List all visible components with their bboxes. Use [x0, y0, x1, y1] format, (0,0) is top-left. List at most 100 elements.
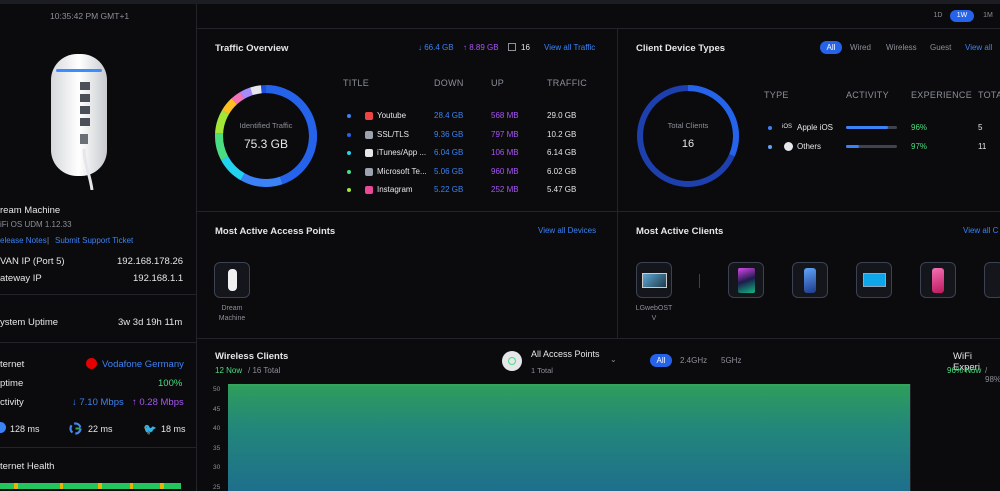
ap-selector-title[interactable]: All Access Points	[531, 349, 600, 359]
client-filter-all[interactable]: All	[820, 41, 842, 54]
gateway-value: 192.168.1.1	[133, 273, 184, 284]
clients-title: Client Device Types	[636, 43, 726, 54]
clients-donut-value: 16	[681, 138, 695, 150]
chevron-down-icon[interactable]: ⌄	[610, 355, 617, 364]
uptime2-value: 100%	[158, 378, 183, 389]
traffic-row-name[interactable]: Microsoft Te...	[377, 166, 427, 176]
traffic-header-down: DOWN	[434, 78, 464, 88]
client-card-iphone-pink[interactable]	[920, 262, 956, 298]
traffic-header-traffic: TRAFFIC	[547, 78, 588, 88]
band-filter-all[interactable]: All	[650, 354, 672, 367]
traffic-row-name[interactable]: Youtube	[377, 111, 407, 120]
client-row-experience: 96%	[911, 123, 928, 132]
ap-selector-sub: 1 Total	[531, 366, 553, 375]
y-tick-label: 50	[213, 386, 221, 393]
client-activity-fill	[846, 126, 888, 129]
client-filter-wireless[interactable]: Wireless	[886, 43, 917, 52]
access-point-card[interactable]	[214, 262, 250, 298]
others-icon	[784, 141, 793, 151]
release-notes-link[interactable]: elease Notes	[0, 236, 47, 245]
dream-machine-image	[50, 54, 108, 191]
traffic-row-name[interactable]: Instagram	[377, 185, 413, 194]
client-card-iphone-blue[interactable]	[792, 262, 828, 298]
range-option-1d[interactable]: 1D	[933, 12, 943, 19]
uptime-label: ystem Uptime	[0, 317, 59, 328]
traffic-title: Traffic Overview	[215, 43, 289, 54]
traffic-row-total: 5.47 GB	[547, 185, 577, 194]
y-tick-label: 30	[213, 464, 221, 471]
traffic-row-down: 5.22 GB	[434, 185, 464, 194]
client-activity-bar	[846, 126, 897, 129]
tv-icon	[642, 273, 667, 288]
device-firmware: iFi OS UDM 1.12.33	[0, 220, 72, 229]
client-activity-fill	[846, 144, 859, 148]
isp-value[interactable]: Vodafone Germany	[102, 359, 184, 370]
y-tick-label: 25	[213, 483, 221, 491]
app-icon	[365, 149, 373, 157]
client-row-name[interactable]: Others	[797, 141, 822, 151]
phone-icon	[804, 268, 816, 293]
ping3-value: 18 ms	[161, 424, 186, 434]
row-divider-1	[197, 211, 1000, 212]
phone-pink-icon	[932, 268, 944, 293]
timestamp: 10:35:42 PM GMT+1	[50, 11, 130, 21]
ping1-value: 128 ms	[10, 424, 40, 434]
range-option-1m[interactable]: 1M	[983, 12, 993, 19]
sidebar-divider-2	[0, 342, 196, 343]
traffic-row-name[interactable]: SSL/TLS	[377, 129, 410, 139]
traffic-donut-label: Identified Traffic	[239, 121, 293, 130]
view-all-devices-link[interactable]: View all Devices	[538, 226, 597, 235]
ios-icon: iOS	[782, 124, 793, 130]
client-card-partial[interactable]	[984, 262, 1000, 298]
client-row-name[interactable]: Apple iOS	[797, 123, 834, 132]
uptime2-label: ptime	[0, 378, 24, 389]
traffic-row-up: 797 MB	[491, 129, 519, 139]
band-filter-24ghz[interactable]: 2.4GHz	[680, 356, 708, 365]
y-tick-label: 40	[213, 425, 221, 432]
twitter-icon: 🐦	[143, 424, 157, 436]
traffic-header-title: TITLE	[343, 78, 370, 88]
range-option-1w[interactable]: 1W	[950, 10, 974, 22]
wireless-total: / 16 Total	[248, 366, 281, 375]
traffic-row-up: 568 MB	[491, 111, 519, 120]
traffic-row-down: 5.06 GB	[434, 166, 464, 176]
client-row-total: 11	[978, 141, 987, 151]
client-filter-guest[interactable]: Guest	[930, 43, 952, 52]
sidebar-divider-1	[0, 294, 196, 295]
clients-header-activity[interactable]: ACTIVITY	[846, 90, 889, 100]
y-tick-label: 35	[213, 444, 221, 452]
clients-header-experience: EXPERIENCE	[911, 90, 973, 100]
activity-label: ctivity	[0, 397, 24, 408]
view-all-active-clients-link[interactable]: View all C	[963, 226, 999, 235]
header-divider	[197, 28, 1000, 29]
wireless-now: 12 Now	[215, 366, 243, 375]
traffic-row-total: 6.02 GB	[547, 166, 577, 176]
traffic-row-name[interactable]: iTunes/App ...	[377, 148, 427, 157]
link-separator: |	[47, 236, 50, 245]
clients-donut-label: Total Clients	[667, 121, 709, 130]
client-card-ipad[interactable]	[728, 262, 764, 298]
access-points-title: Most Active Access Points	[215, 226, 336, 237]
gateway-label: ateway IP	[0, 273, 42, 284]
row-divider-2	[197, 338, 1000, 339]
traffic-row-dot	[347, 169, 351, 174]
clients-header-type: TYPE	[764, 90, 789, 100]
traffic-down-total: ↓ 66.4 GB	[418, 43, 454, 52]
access-point-selector-icon[interactable]	[502, 351, 522, 371]
wifi-experience-title: WiFi Experi	[953, 351, 980, 373]
google-icon	[69, 422, 82, 435]
client-filter-wired[interactable]: Wired	[850, 43, 871, 52]
sidebar-divider-3	[0, 447, 196, 448]
download-rate: ↓ 7.10 Mbps	[72, 397, 124, 408]
band-filter-5ghz[interactable]: 5GHz	[721, 356, 742, 365]
app-icon	[365, 186, 373, 194]
client-card-tv[interactable]	[636, 262, 672, 298]
view-all-clients-link[interactable]: View all	[965, 43, 993, 52]
support-ticket-link[interactable]: Submit Support Ticket	[55, 236, 134, 245]
view-all-traffic-link[interactable]: View all Traffic	[544, 43, 596, 52]
clients-separator	[699, 274, 700, 288]
client-row-total: 5	[978, 123, 983, 132]
client-card-laptop[interactable]	[856, 262, 892, 298]
traffic-row-up: 960 MB	[491, 166, 519, 176]
health-label: ternet Health	[0, 461, 55, 472]
